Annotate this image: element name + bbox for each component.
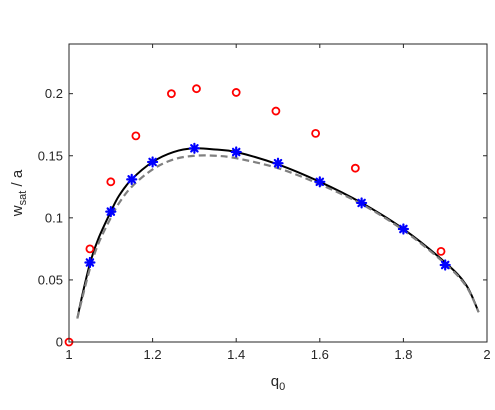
y-tick-label: 0.1 (45, 210, 63, 225)
star-marker (397, 223, 409, 235)
x-axis-title: q0 (271, 373, 285, 393)
plot-area (69, 44, 487, 342)
circle-marker (271, 106, 281, 116)
circle-marker (192, 84, 201, 94)
y-axis-title: wsat / a (9, 169, 29, 217)
circle-marker (436, 246, 446, 256)
y-tick-label: 0.2 (45, 86, 63, 101)
x-tick-label: 1.4 (227, 347, 245, 362)
circle-marker (85, 244, 95, 254)
data-marks (64, 84, 480, 347)
star-marker (272, 157, 284, 169)
circle-marker (311, 128, 321, 138)
circle-marker (231, 88, 241, 97)
circle-marker (167, 89, 176, 99)
star-marker (126, 173, 138, 185)
star-marker (230, 146, 242, 158)
axes: 1 1.2 1.4 1.6 1.8 2 0 0.05 0.1 0.15 0.2 (38, 44, 491, 362)
star-marker (356, 197, 368, 209)
star-marker (188, 142, 200, 154)
y-tick-label: 0.05 (38, 272, 63, 287)
x-tick-label: 1.2 (144, 347, 162, 362)
star-marker (314, 176, 326, 188)
star-marker (105, 206, 117, 218)
star-marker (84, 256, 96, 269)
x-tick-label: 1.6 (311, 347, 329, 362)
star-marker (439, 259, 451, 271)
circle-marker (350, 163, 360, 173)
y-tick-label: 0 (56, 335, 63, 350)
x-tick-label: 1 (65, 347, 72, 362)
plot-box (68, 43, 488, 343)
star-marker (147, 156, 159, 168)
y-tick-label: 0.15 (38, 148, 63, 163)
circle-marker (106, 177, 116, 187)
x-tick-label: 2 (483, 347, 490, 362)
circle-marker (131, 131, 141, 141)
x-tick-label: 1.8 (394, 347, 412, 362)
